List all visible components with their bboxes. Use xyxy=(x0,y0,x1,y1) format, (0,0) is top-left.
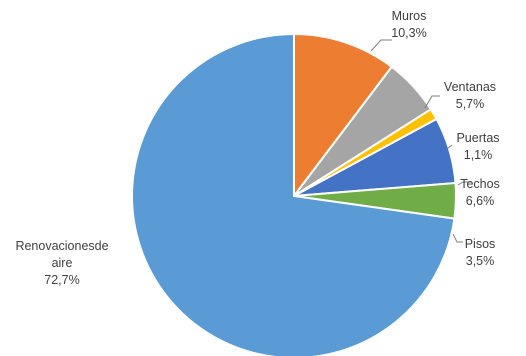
data-label-category: aire xyxy=(52,256,73,270)
leader-line-pisos xyxy=(452,233,463,243)
data-label-category: Techos xyxy=(460,177,500,191)
data-label-category: Puertas xyxy=(456,131,499,145)
data-label-value: 3,5% xyxy=(466,254,495,268)
data-label-ventanas: Ventanas 5,7% xyxy=(444,80,496,111)
leader-line-muros xyxy=(370,39,392,52)
data-label-value: 72,7% xyxy=(44,273,79,287)
data-label-techos: Techos 6,6% xyxy=(460,177,500,208)
pie-slice-renovacionesde-aire xyxy=(131,32,456,356)
data-label-puertas: Puertas 1,1% xyxy=(456,131,499,162)
leader-line-puertas xyxy=(446,144,453,150)
data-label-category: Pisos xyxy=(465,237,496,251)
leader-line-techos xyxy=(457,181,472,186)
data-label-category: Muros xyxy=(392,9,427,23)
data-label-category: Ventanas xyxy=(444,80,496,94)
data-label-value: 10,3% xyxy=(391,26,426,40)
data-label-value: 5,7% xyxy=(456,97,485,111)
pie-slices xyxy=(131,32,457,356)
data-label-value: 1,1% xyxy=(464,148,493,162)
pie-slice-muros xyxy=(293,32,394,199)
data-labels: Muros 10,3% Ventanas 5,7% Puertas 1,1% Techos 6… xyxy=(15,9,499,287)
leader-lines xyxy=(370,39,472,243)
data-label-pisos: Pisos 3,5% xyxy=(465,237,496,268)
data-label-muros: Muros 10,3% xyxy=(391,9,426,40)
data-label-category: Renovacionesde xyxy=(15,239,108,253)
data-label-value: 6,6% xyxy=(466,194,495,208)
data-label-renovacionesde-aire: Renovacionesde aire 72,7% xyxy=(15,239,108,287)
leader-line-ventanas xyxy=(424,95,440,109)
